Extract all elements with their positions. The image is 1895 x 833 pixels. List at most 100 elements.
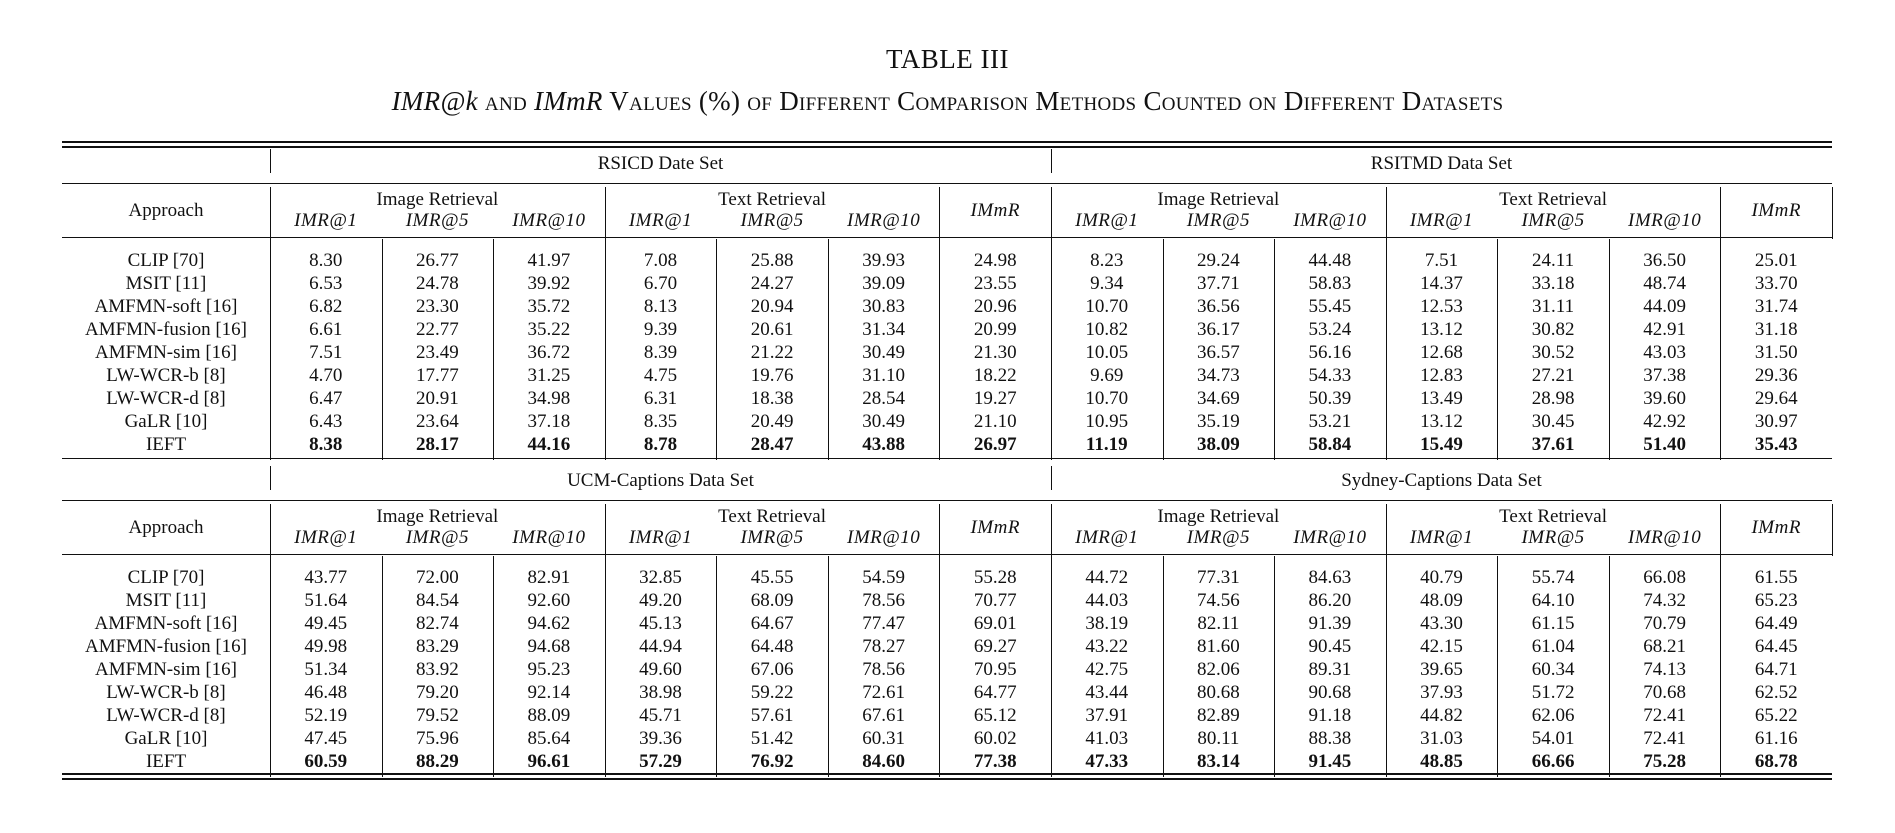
table-cell: 44.09 xyxy=(1643,296,1686,317)
table-cell: 82.06 xyxy=(1196,659,1240,680)
column-divider xyxy=(1051,466,1052,490)
table-title: IMR@k and IMmR Values (%) of Different C… xyxy=(0,86,1895,117)
table-cell: 39.09 xyxy=(862,273,905,294)
approach-name: AMFMN-soft [16] xyxy=(94,613,238,634)
table-cell: 81.60 xyxy=(1196,636,1240,657)
table-cell: 30.45 xyxy=(1531,411,1575,432)
table-cell: 10.95 xyxy=(1085,411,1129,432)
table-cell: 43.03 xyxy=(1643,342,1686,363)
table-cell: 9.39 xyxy=(643,319,678,340)
column-divider xyxy=(1608,239,1610,460)
table-cell: 35.22 xyxy=(527,319,571,340)
dataset-header: RSICD Date Set xyxy=(597,153,724,174)
table-cell: 10.05 xyxy=(1085,342,1129,363)
table-cell: 20.49 xyxy=(750,411,794,432)
column-divider xyxy=(827,556,829,777)
table-cell: 47.33 xyxy=(1085,751,1129,772)
column-divider xyxy=(1162,556,1164,777)
metric-header: IMmR xyxy=(970,517,1020,538)
table-cell: 36.17 xyxy=(1196,319,1240,340)
table-cell: 35.72 xyxy=(527,296,571,317)
table-cell: 27.21 xyxy=(1531,365,1575,386)
table-cell: 12.53 xyxy=(1420,296,1463,317)
table-cell: 58.83 xyxy=(1308,273,1352,294)
approach-name: GaLR [10] xyxy=(124,411,208,432)
table-cell: 77.47 xyxy=(862,613,905,634)
column-divider xyxy=(939,187,941,239)
table-cell: 30.83 xyxy=(862,296,905,317)
column-divider xyxy=(270,504,271,556)
column-divider xyxy=(1385,239,1387,460)
column-divider xyxy=(270,149,271,173)
table-cell: 19.76 xyxy=(750,365,794,386)
table-cell: 39.65 xyxy=(1420,659,1463,680)
table-cell: 36.56 xyxy=(1196,296,1240,317)
table-cell: 41.03 xyxy=(1085,728,1129,749)
column-divider xyxy=(1051,149,1052,173)
column-divider xyxy=(604,556,606,777)
metric-header: IMR@10 xyxy=(512,527,586,548)
table-rule xyxy=(62,141,1832,143)
table-cell: 69.27 xyxy=(973,636,1017,657)
table-cell: 44.94 xyxy=(639,636,682,657)
table-cell: 61.04 xyxy=(1531,636,1575,657)
table-cell: 37.71 xyxy=(1196,273,1240,294)
table-rule xyxy=(62,773,1832,775)
table-cell: 49.20 xyxy=(639,590,682,611)
approach-name: LW-WCR-b [8] xyxy=(106,682,226,703)
table-cell: 72.41 xyxy=(1643,705,1686,726)
column-divider xyxy=(1274,239,1276,460)
metric-header: IMR@5 xyxy=(740,527,804,548)
table-cell: 40.79 xyxy=(1420,567,1463,588)
table-cell: 57.61 xyxy=(750,705,794,726)
metric-header: IMR@10 xyxy=(847,527,921,548)
table-cell: 64.67 xyxy=(750,613,794,634)
table-cell: 53.21 xyxy=(1308,411,1352,432)
table-cell: 31.34 xyxy=(862,319,905,340)
column-divider xyxy=(1051,239,1052,460)
approach-name: CLIP [70] xyxy=(127,567,205,588)
table-cell: 78.56 xyxy=(862,659,905,680)
table-cell: 25.88 xyxy=(750,250,794,271)
table-cell: 20.94 xyxy=(750,296,794,317)
table-rule xyxy=(62,500,1832,501)
table-cell: 70.77 xyxy=(973,590,1017,611)
table-cell: 88.38 xyxy=(1308,728,1352,749)
table-cell: 95.23 xyxy=(527,659,571,680)
table-cell: 39.92 xyxy=(527,273,571,294)
table-cell: 33.70 xyxy=(1754,273,1798,294)
table-cell: 6.82 xyxy=(309,296,343,317)
column-divider xyxy=(939,504,941,556)
table-cell: 49.98 xyxy=(304,636,348,657)
table-cell: 49.45 xyxy=(304,613,348,634)
table-cell: 51.64 xyxy=(304,590,348,611)
column-divider xyxy=(270,556,271,777)
table-cell: 43.44 xyxy=(1085,682,1129,703)
table-cell: 44.72 xyxy=(1085,567,1129,588)
approach-name: MSIT [11] xyxy=(125,590,207,611)
table-cell: 12.68 xyxy=(1420,342,1463,363)
table-cell: 22.77 xyxy=(415,319,459,340)
table-cell: 45.55 xyxy=(750,567,794,588)
table-cell: 57.29 xyxy=(639,751,682,772)
table-cell: 61.16 xyxy=(1754,728,1798,749)
table-cell: 15.49 xyxy=(1420,434,1463,455)
metric-header: IMR@5 xyxy=(405,210,469,231)
table-cell: 31.18 xyxy=(1754,319,1798,340)
table-cell: 39.36 xyxy=(639,728,682,749)
table-cell: 48.85 xyxy=(1420,751,1463,772)
table-rule xyxy=(62,237,1832,238)
table-cell: 86.20 xyxy=(1308,590,1352,611)
table-cell: 64.71 xyxy=(1754,659,1798,680)
metric-header: IMR@10 xyxy=(1628,527,1702,548)
approach-header: Approach xyxy=(128,200,204,221)
table-cell: 29.64 xyxy=(1754,388,1798,409)
table-cell: 6.70 xyxy=(643,273,678,294)
table-cell: 54.33 xyxy=(1308,365,1352,386)
table-cell: 65.12 xyxy=(973,705,1017,726)
table-cell: 23.30 xyxy=(415,296,459,317)
table-cell: 82.89 xyxy=(1196,705,1240,726)
table-cell: 17.77 xyxy=(415,365,459,386)
table-cell: 70.79 xyxy=(1643,613,1686,634)
metric-header: IMR@10 xyxy=(847,210,921,231)
